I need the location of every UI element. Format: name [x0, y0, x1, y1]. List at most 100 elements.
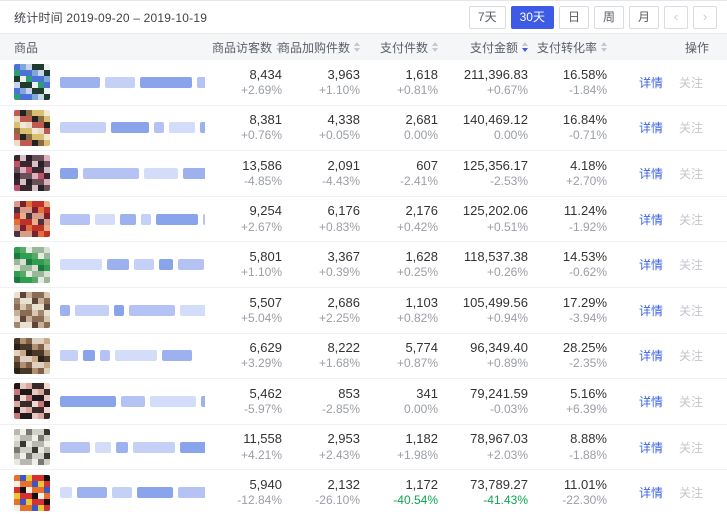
sort-icon[interactable] [601, 42, 607, 52]
conversion-change: -2.35% [568, 356, 607, 371]
column-header-amount[interactable]: 支付金额 [438, 39, 528, 56]
cart-cell: 3,367 +0.39% [282, 249, 360, 279]
range-button-7d[interactable]: 7天 [468, 5, 506, 29]
product-thumbnail[interactable] [14, 246, 50, 283]
visitors-change: +3.29% [240, 356, 282, 371]
product-thumbnail[interactable] [14, 201, 50, 238]
follow-link[interactable]: 关注 [678, 212, 703, 227]
sort-icon[interactable] [432, 42, 438, 52]
visitors-value: 8,381 [249, 112, 282, 128]
cart-value: 2,091 [327, 157, 360, 173]
paid-change: 0.00% [403, 402, 438, 416]
visitors-cell: 5,801 +1.10% [205, 249, 282, 279]
follow-link[interactable]: 关注 [678, 394, 703, 409]
paid-change: +0.42% [396, 219, 438, 234]
detail-link[interactable]: 详情 [638, 303, 663, 318]
range-button-30d[interactable]: 30天 [510, 5, 554, 29]
conversion-value: 28.25% [562, 340, 607, 356]
product-thumbnail[interactable] [14, 64, 50, 101]
column-header-conversion[interactable]: 支付转化率 [528, 39, 607, 56]
follow-link[interactable]: 关注 [678, 440, 703, 455]
product-title-blurred[interactable] [60, 122, 205, 134]
cart-cell: 8,222 +1.68% [282, 340, 360, 370]
stats-time: 统计时间 2019-09-20 – 2019-10-19 [14, 9, 207, 26]
product-thumbnail[interactable] [14, 429, 50, 466]
visitors-value: 5,940 [249, 476, 282, 492]
detail-link[interactable]: 详情 [638, 440, 663, 455]
conversion-value: 11.24% [563, 203, 607, 219]
product-title-blurred[interactable] [60, 350, 192, 362]
amount-change: +0.51% [486, 219, 528, 234]
paid-value: 2,681 [405, 112, 438, 128]
paid-value: 341 [416, 385, 438, 401]
product-title-blurred[interactable] [60, 441, 205, 453]
amount-value: 140,469.12 [462, 112, 528, 128]
cart-value: 6,176 [327, 203, 360, 219]
visitors-cell: 6,629 +3.29% [205, 340, 282, 371]
amount-change: 0.00% [493, 128, 528, 143]
column-header-product: 商品 [0, 39, 205, 56]
sort-icon[interactable] [276, 42, 282, 52]
paid-change: +0.81% [396, 82, 438, 97]
range-button-day[interactable]: 日 [558, 5, 589, 29]
detail-link[interactable]: 详情 [638, 486, 663, 501]
amount-value: 105,499.56 [462, 294, 528, 310]
detail-link[interactable]: 详情 [638, 258, 663, 273]
column-header-cart[interactable]: 商品加购件数 [278, 39, 360, 56]
detail-link[interactable]: 详情 [638, 75, 663, 90]
next-page-button[interactable]: › [693, 5, 717, 29]
follow-link[interactable]: 关注 [678, 303, 703, 318]
product-title-blurred[interactable] [60, 487, 205, 499]
cart-cell: 3,963 +1.10% [282, 67, 360, 97]
product-title-blurred[interactable] [60, 76, 205, 88]
follow-link[interactable]: 关注 [678, 258, 703, 273]
product-thumbnail[interactable] [14, 155, 50, 192]
product-thumbnail[interactable] [14, 292, 50, 329]
product-title-blurred[interactable] [60, 259, 205, 271]
cart-value: 2,686 [327, 294, 360, 310]
detail-link[interactable]: 详情 [638, 394, 663, 409]
follow-link[interactable]: 关注 [678, 121, 703, 136]
product-thumbnail[interactable] [14, 109, 50, 146]
product-title-blurred[interactable] [60, 167, 205, 179]
product-thumbnail[interactable] [14, 474, 50, 511]
amount-value: 118,537.38 [463, 248, 528, 264]
sort-icon[interactable] [354, 42, 360, 52]
paid-change: +0.82% [396, 310, 438, 325]
follow-link[interactable]: 关注 [678, 349, 703, 364]
follow-link[interactable]: 关注 [678, 486, 703, 501]
paid-value: 1,103 [405, 294, 438, 310]
sort-icon-active-desc[interactable] [522, 42, 528, 52]
cart-cell: 2,953 +2.43% [282, 431, 360, 461]
product-title-blurred[interactable] [60, 395, 205, 407]
actions-cell: 详情 关注 [607, 484, 727, 501]
visitors-value: 6,629 [249, 340, 282, 356]
product-thumbnail[interactable] [14, 337, 50, 374]
range-button-week[interactable]: 周 [593, 5, 624, 29]
chevron-left-icon: ‹ [673, 8, 679, 24]
detail-link[interactable]: 详情 [638, 212, 663, 227]
detail-link[interactable]: 详情 [638, 121, 663, 136]
visitors-change: +0.76% [240, 128, 282, 143]
column-label: 支付件数 [379, 40, 428, 55]
column-header-paid[interactable]: 支付件数 [360, 39, 438, 56]
cart-value: 2,953 [327, 431, 360, 447]
table-row: 5,940 -12.84% 2,132 -26.10% 1,172 -40.54… [0, 470, 727, 515]
column-label: 支付转化率 [536, 40, 597, 55]
range-button-month[interactable]: 月 [628, 5, 659, 29]
product-cell [0, 474, 205, 511]
detail-link[interactable]: 详情 [638, 166, 663, 181]
product-title-blurred[interactable] [60, 213, 205, 225]
conversion-cell: 11.24% -1.92% [528, 203, 607, 234]
column-header-visitors[interactable]: 商品访客数 [205, 39, 282, 56]
visitors-cell: 9,254 +2.67% [205, 204, 282, 234]
table-row: 6,629 +3.29% 8,222 +1.68% 5,774 +0.87% 9… [0, 334, 727, 380]
follow-link[interactable]: 关注 [678, 75, 703, 90]
product-thumbnail[interactable] [14, 383, 50, 420]
product-title-blurred[interactable] [60, 304, 205, 316]
prev-page-button[interactable]: ‹ [664, 5, 688, 29]
follow-link[interactable]: 关注 [678, 166, 703, 181]
amount-value: 125,356.17 [462, 157, 528, 173]
detail-link[interactable]: 详情 [638, 349, 663, 364]
conversion-value: 14.53% [562, 248, 607, 264]
